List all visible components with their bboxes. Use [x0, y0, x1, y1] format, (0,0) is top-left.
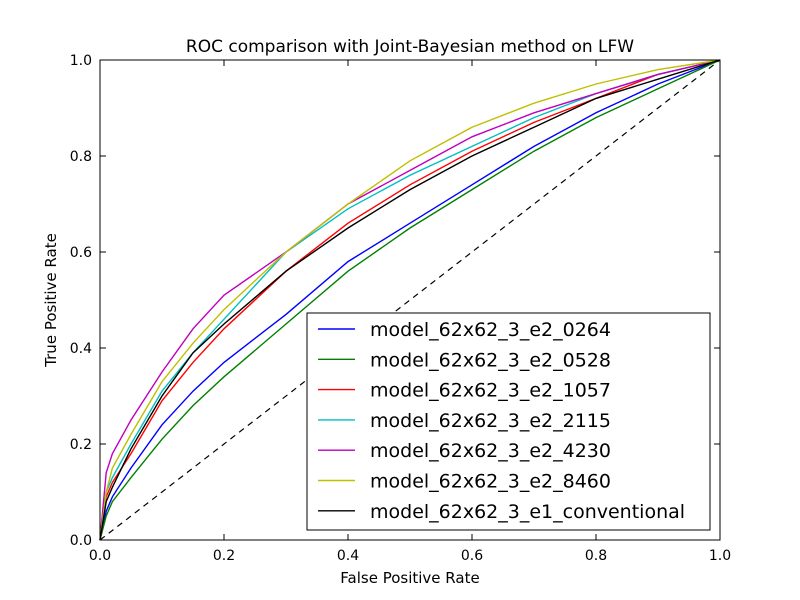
y-tick-label: 0.4: [70, 341, 92, 357]
x-tick-label: 0.0: [89, 548, 111, 564]
y-tick-label: 0.2: [70, 437, 92, 453]
series-line-model_62x62_3_e2_0528: [99, 59, 721, 541]
legend-label-model_62x62_3_e2_0528: model_62x62_3_e2_0528: [370, 349, 611, 371]
y-axis-label: True Positive Rate: [42, 233, 60, 368]
y-tick-label: 0.8: [70, 149, 92, 165]
legend-label-model_62x62_3_e1_conventional: model_62x62_3_e1_conventional: [370, 501, 685, 523]
series-line-model_62x62_3_e1_conventional: [99, 59, 721, 541]
x-axis-label: False Positive Rate: [340, 569, 479, 587]
x-tick-label: 0.6: [461, 548, 483, 564]
series-line-model_62x62_3_e2_0264: [99, 59, 721, 541]
y-tick-label: 1.0: [70, 53, 92, 69]
y-axis: 0.0 0.2 0.4 0.6 0.8 1.0: [70, 53, 720, 549]
y-tick-label: 0.0: [70, 533, 92, 549]
x-tick-label: 0.2: [213, 548, 235, 564]
legend-label-model_62x62_3_e2_4230: model_62x62_3_e2_4230: [370, 440, 611, 462]
x-tick-label: 1.0: [709, 548, 731, 564]
chart-title: ROC comparison with Joint-Bayesian metho…: [186, 37, 634, 57]
legend-label-model_62x62_3_e2_2115: model_62x62_3_e2_2115: [370, 410, 611, 432]
legend-label-model_62x62_3_e2_1057: model_62x62_3_e2_1057: [370, 380, 611, 402]
y-tick-label: 0.6: [70, 245, 92, 261]
diagonal-reference-line: [99, 59, 721, 541]
legend-frame: [306, 312, 711, 531]
legend: model_62x62_3_e2_0264 model_62x62_3_e2_05…: [306, 312, 711, 531]
x-tick-label: 0.8: [585, 548, 607, 564]
x-tick-label: 0.4: [337, 548, 359, 564]
x-axis: 0.0 0.2 0.4 0.6 0.8 1.0: [89, 60, 731, 564]
legend-label-model_62x62_3_e2_8460: model_62x62_3_e2_8460: [370, 471, 611, 493]
series-lines: [99, 59, 721, 541]
plot-frame: [99, 59, 721, 541]
series-line-model_62x62_3_e2_8460: [99, 59, 721, 541]
legend-label-model_62x62_3_e2_0264: model_62x62_3_e2_0264: [370, 319, 611, 341]
